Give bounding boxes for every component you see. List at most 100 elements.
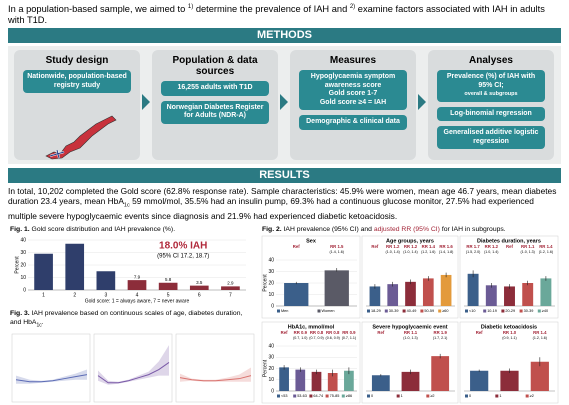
rr-label: Ref [281,330,288,335]
y-tick-label: 10 [268,292,274,298]
legend-label: 50-59 [424,309,434,313]
panel-background [261,321,361,404]
legend-label: ≥60 [442,309,448,313]
bar [127,280,147,290]
y-tick-label: 0 [271,303,274,309]
arrows [142,94,426,110]
method-line: Gold score 1-7 [328,90,378,97]
legend-label: ≥2 [430,394,434,398]
rr-ci: (1.2, 1.6) [539,250,553,254]
legend-label: <53 [281,394,287,398]
x-tick-label: 6 [198,292,201,298]
y-tick-label: 10 [20,275,26,281]
results-text-part: In total, 10,202 completed the Gold scor… [8,186,557,207]
legend-swatch [402,309,406,313]
rr-ci: (1.4, 1.8) [439,250,453,254]
rr-label: RR 0.8 [310,330,324,335]
figure-text: for IAH in subgroups. [441,226,506,233]
rr-ci: (1.0, 1.3) [403,336,417,340]
panel-title: Diabetes duration, years [477,238,541,244]
value-label: 2.9 [227,281,234,286]
x-tick-label: 3 [104,292,107,298]
rr-ci: (0.9, 1.1) [502,336,516,340]
rr-ci: (1.5, 2.0) [466,250,480,254]
legend-swatch [465,394,468,398]
x-tick-label: 5 [167,292,170,298]
legend-swatch [519,309,523,313]
method-box: Nationwide, population-based registry st… [23,70,131,93]
method-box: Demographic & clinical data [299,115,407,130]
panel-title: HbA1c, mmol/mol [288,324,335,330]
section-header: METHODS [8,28,561,43]
y-tick-label: 40 [20,237,26,243]
bar [540,278,552,306]
figure-text: IAH prevalence (95% CI) and [283,226,372,233]
legend-label: Men [281,309,288,313]
method-box: Log-binomial regression [437,106,545,121]
legend-swatch [525,394,529,398]
arrow [418,94,426,110]
figure-label: Fig. 2. [262,226,282,233]
x-tick-label: 2 [73,292,76,298]
legend-swatch [420,309,424,313]
legend-swatch [367,309,370,313]
bar [522,283,534,306]
rr-label: RR 1.5 [330,244,344,249]
x-tick-label: 4 [136,292,139,298]
bar [530,361,549,391]
norway-map [45,115,117,160]
rr-label: Ref [293,244,300,249]
arrow [142,94,150,110]
rr-ci: (1.4, 1.6) [330,250,344,254]
rr-ci: (1.0, 1.4) [386,250,400,254]
legend-label: 20-29 [505,309,515,313]
bar [371,375,390,391]
bar [279,367,289,391]
value-label: 3.5 [196,280,203,285]
bar [65,243,85,290]
figure-sub: 1c [36,321,42,328]
y-axis-label: Percent [14,256,20,274]
column-title: Study design [45,55,109,66]
annotation-ci: (95% CI 17.2, 18.7) [157,254,209,260]
bar [158,282,178,290]
legend-swatch [501,309,505,313]
intro-text: In a population-based sample, we aimed t… [8,4,186,15]
panel-title: Age groups, years [386,238,434,244]
rr-label: RR 1.1 [521,244,535,249]
method-line: overall & subgroups [464,91,518,97]
section-header: RESULTS [8,168,561,183]
bar [405,281,416,306]
legend-label: 10-19 [487,309,497,313]
rr-label: RR 1.2 [485,244,499,249]
bar [485,285,497,306]
rr-ci: (1.2, 1.6) [533,336,547,340]
method-column: Analyses Prevalence (%) of IAH with 95% C… [428,50,554,160]
intro-text: examine factors associated with IAH in a… [8,4,545,26]
confidence-band [98,345,169,385]
annotation: 18.0% IAH [159,241,207,252]
legend-label: ≥40 [542,309,548,313]
panel-background [175,333,255,403]
rr-label: RR 1.6 [439,244,453,249]
method-line: Hypoglycaemia symptom awareness score [310,73,396,89]
legend-swatch [483,309,487,313]
line [15,374,88,383]
bar [369,286,381,306]
legend-swatch [438,309,442,313]
method-line: Prevalence (%) of IAH with 95% CI; [446,73,536,89]
legend-label: 0 [371,394,373,398]
y-axis-label: Percent [262,359,268,377]
rr-ci: (0.7, 1.0) [293,336,307,340]
bar [324,270,349,306]
legend-label: ≥86 [346,394,352,398]
bar [311,371,322,391]
y-tick-label: 20 [268,280,274,286]
figure-text: Gold score distribution and IAH prevalen… [31,226,176,233]
rr-label: RR 1.9 [433,330,447,335]
legend-swatch [325,394,329,398]
method-box: Generalised additive logistic regression [437,126,545,149]
bar [470,370,489,391]
legend-swatch [367,394,370,398]
